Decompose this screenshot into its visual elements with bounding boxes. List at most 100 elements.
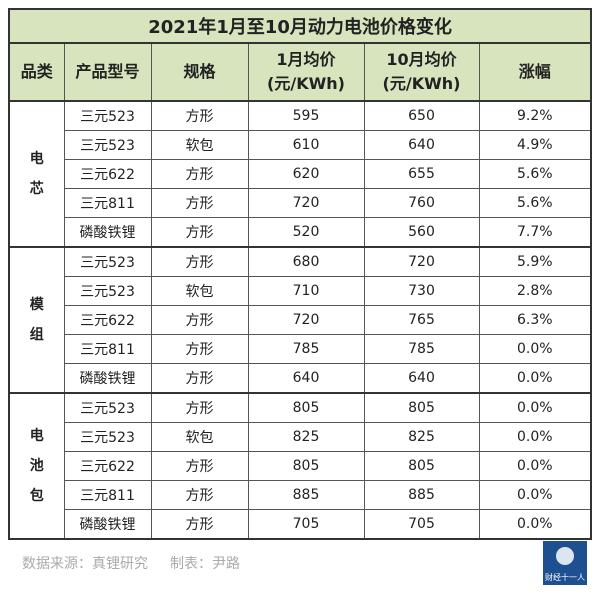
cell: 磷酸铁锂 <box>63 509 152 540</box>
cell: 680 <box>247 246 365 277</box>
header-cell: 1月均价 (元/KWh) <box>247 42 365 102</box>
category-cell: 模组 <box>8 246 65 394</box>
header-line: 产品型号 <box>75 62 140 81</box>
cell: 825 <box>363 422 480 452</box>
header-line: (元/KWh) <box>382 74 461 93</box>
data-row: 磷酸铁锂 方形 520 560 7.7% <box>9 217 592 248</box>
cell: 0.0% <box>478 509 592 540</box>
data-row: 三元523 软包 825 825 0.0% <box>9 422 592 452</box>
category-cell: 电池包 <box>8 392 65 540</box>
data-row: 磷酸铁锂 方形 640 640 0.0% <box>9 363 592 394</box>
cell: 805 <box>363 451 480 481</box>
cell: 三元523 <box>63 130 152 160</box>
cell: 760 <box>363 188 480 218</box>
header-cell: 10月均价 (元/KWh) <box>363 42 480 102</box>
data-row: 三元811 方形 785 785 0.0% <box>9 334 592 364</box>
cell: 三元811 <box>63 334 152 364</box>
data-row: 磷酸铁锂 方形 705 705 0.0% <box>9 509 592 540</box>
data-row: 三元811 方形 885 885 0.0% <box>9 480 592 510</box>
cell: 方形 <box>150 305 249 335</box>
cell: 方形 <box>150 246 249 277</box>
cell: 885 <box>363 480 480 510</box>
cell: 方形 <box>150 159 249 189</box>
cell: 方形 <box>150 480 249 510</box>
header-line: 涨幅 <box>518 62 551 81</box>
header-cell: 涨幅 <box>478 42 592 102</box>
logo: 财经十一人 <box>543 541 587 585</box>
cell: 720 <box>247 305 365 335</box>
cell: 640 <box>247 363 365 394</box>
cell: 720 <box>247 188 365 218</box>
source: 数据来源：真锂研究 <box>22 556 148 572</box>
cell: 方形 <box>150 188 249 218</box>
data-row: 三元811 方形 720 760 5.6% <box>9 188 592 218</box>
cell: 方形 <box>150 363 249 394</box>
cell: 805 <box>363 392 480 423</box>
cell: 885 <box>247 480 365 510</box>
cell: 5.6% <box>478 188 592 218</box>
cell: 5.9% <box>478 246 592 277</box>
data-row: 三元622 方形 805 805 0.0% <box>9 451 592 481</box>
header-line: 品类 <box>20 62 53 81</box>
cell: 磷酸铁锂 <box>63 217 152 248</box>
cell: 560 <box>363 217 480 248</box>
cell: 0.0% <box>478 363 592 394</box>
cell: 软包 <box>150 422 249 452</box>
title-row: 2021年1月至10月动力电池价格变化 <box>8 8 592 44</box>
cell: 方形 <box>150 392 249 423</box>
cell: 705 <box>363 509 480 540</box>
cell: 0.0% <box>478 392 592 423</box>
cell: 7.7% <box>478 217 592 248</box>
category-cell: 电芯 <box>8 100 65 248</box>
data-row: 三元622 方形 620 655 5.6% <box>9 159 592 189</box>
cell: 640 <box>363 130 480 160</box>
cell: 方形 <box>150 451 249 481</box>
header-line: 10月均价 <box>386 50 457 69</box>
cell: 765 <box>363 305 480 335</box>
header-line: (元/KWh) <box>267 74 345 93</box>
cell: 805 <box>247 451 365 481</box>
cell: 650 <box>363 100 480 131</box>
data-row: 三元523 软包 610 640 4.9% <box>9 130 592 160</box>
cell: 785 <box>247 334 365 364</box>
header-cell: 规格 <box>150 42 249 102</box>
cell: 785 <box>363 334 480 364</box>
header-cell: 品类 <box>8 42 65 102</box>
cell: 三元523 <box>63 246 152 277</box>
data-row: 三元523 软包 710 730 2.8% <box>9 276 592 306</box>
cell: 705 <box>247 509 365 540</box>
cell: 730 <box>363 276 480 306</box>
cell: 方形 <box>150 100 249 131</box>
data-row: 电池包 三元523 方形 805 805 0.0% <box>8 392 592 540</box>
author: 制表：尹路 <box>170 556 240 572</box>
table-body: 2021年1月至10月动力电池价格变化 品类 产品型号 规格 1月均价 (元/KWh) 1… <box>8 8 592 540</box>
cell: 磷酸铁锂 <box>63 363 152 394</box>
cell: 软包 <box>150 130 249 160</box>
cell: 2.8% <box>478 276 592 306</box>
cell: 720 <box>363 246 480 277</box>
data-row: 模组 三元523 方形 680 720 5.9% <box>8 246 592 394</box>
table-title: 2021年1月至10月动力电池价格变化 <box>8 8 592 44</box>
cell: 640 <box>363 363 480 394</box>
cell: 方形 <box>150 334 249 364</box>
cell: 610 <box>247 130 365 160</box>
data-row: 电芯 三元523 方形 595 650 9.2% <box>8 100 592 248</box>
header-row: 品类 产品型号 规格 1月均价 (元/KWh) 10月均价 (元/KWh) 涨幅 <box>8 42 592 102</box>
cell: 0.0% <box>478 480 592 510</box>
cell: 三元811 <box>63 480 152 510</box>
cell: 方形 <box>150 509 249 540</box>
cell: 620 <box>247 159 365 189</box>
cell: 0.0% <box>478 451 592 481</box>
cell: 595 <box>247 100 365 131</box>
cell: 5.6% <box>478 159 592 189</box>
cell: 三元622 <box>63 451 152 481</box>
cell: 655 <box>363 159 480 189</box>
cell: 710 <box>247 276 365 306</box>
category-label: 电池包 <box>29 428 44 504</box>
cell: 6.3% <box>478 305 592 335</box>
cell: 0.0% <box>478 422 592 452</box>
footer: 数据来源：真锂研究 制表：尹路 <box>22 553 262 573</box>
cell: 方形 <box>150 217 249 248</box>
cell: 三元523 <box>63 422 152 452</box>
